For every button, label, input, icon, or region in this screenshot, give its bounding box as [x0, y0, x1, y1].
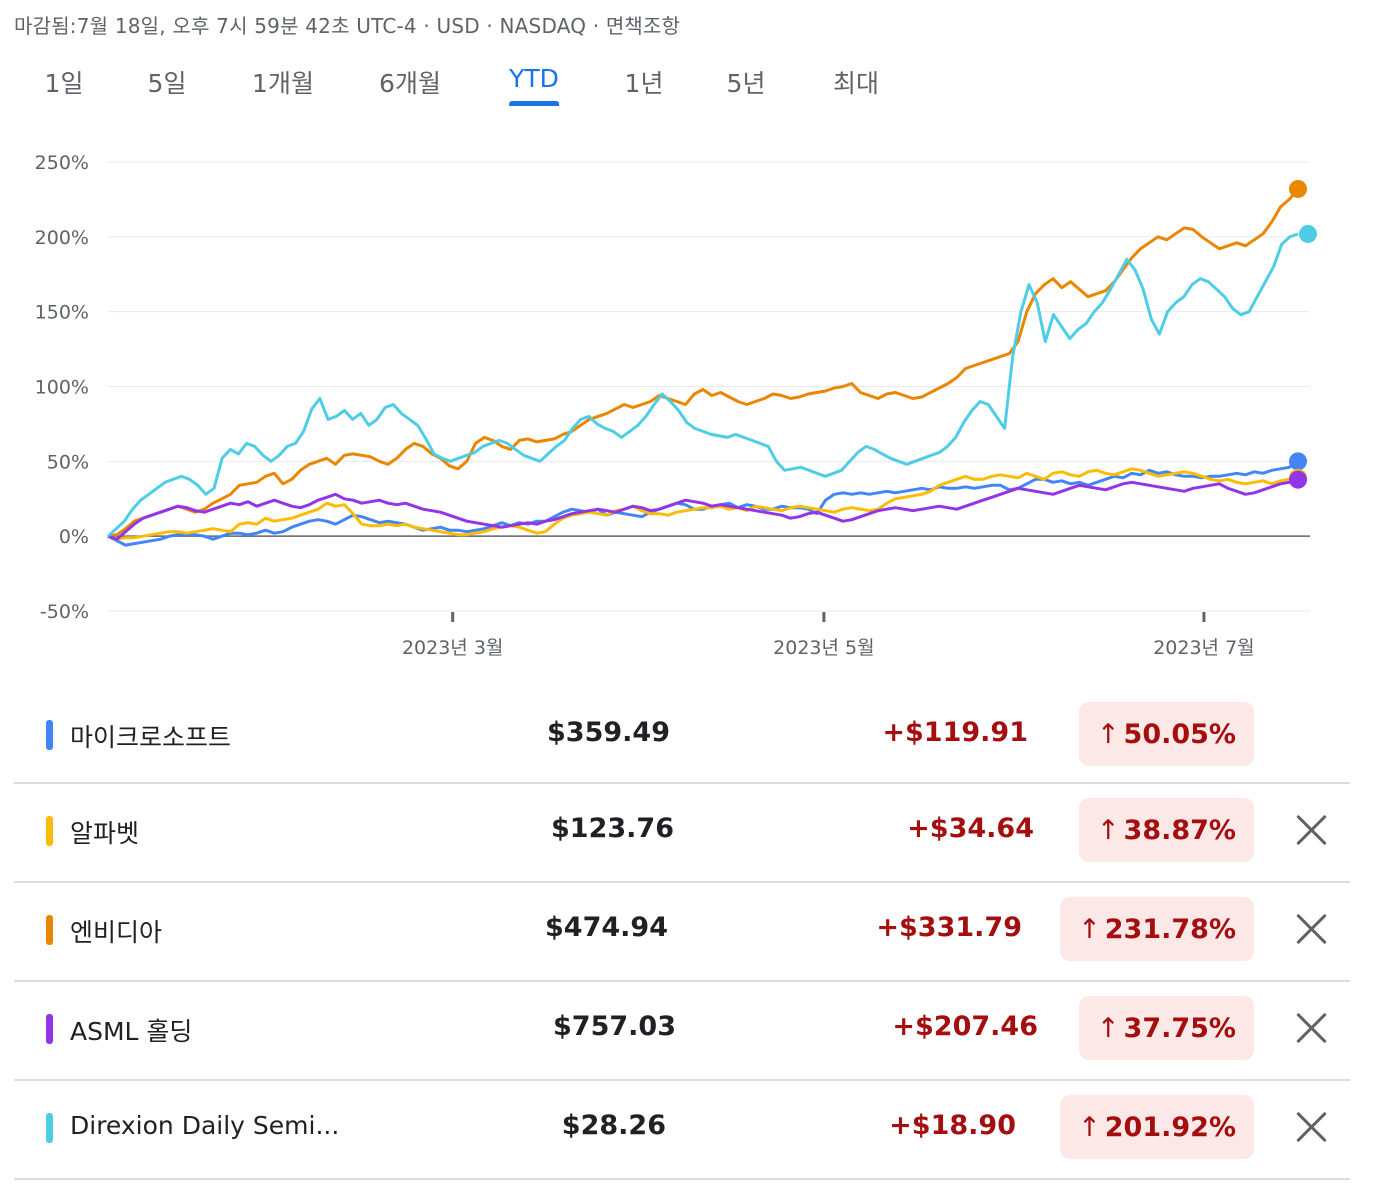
stock-price: $359.49	[547, 717, 670, 748]
list-item[interactable]: Direxion Daily Semi... $28.26 +$18.90 ↑ 2…	[14, 1081, 1350, 1180]
price-chart[interactable]: 250%200%150%100%50%0%-50% 2023년 3월 2023년 …	[0, 130, 1382, 670]
y-tick-label: -50%	[40, 601, 89, 623]
y-tick-label: 0%	[59, 526, 89, 548]
x-tick-label: 2023년 3월	[402, 637, 503, 659]
percent-change-badge: ↑ 201.92%	[1060, 1095, 1254, 1159]
arrow-up-icon: ↑	[1096, 814, 1120, 846]
list-item[interactable]: 마이크로소프트 $359.49 +$119.91 ↑ 50.05%	[14, 688, 1350, 784]
stock-name: 마이크로소프트	[70, 723, 232, 752]
list-item[interactable]: 알파벳 $123.76 +$34.64 ↑ 38.87%	[14, 784, 1350, 883]
chart-y-axis: 250% 200% 150% 100% 50% 0% -50%	[35, 152, 89, 623]
stock-name: 알파벳	[70, 819, 140, 848]
x-tick-label: 2023년 7월	[1153, 637, 1254, 659]
percent-change-badge: ↑ 50.05%	[1078, 702, 1254, 766]
series-end-dot-0	[1289, 452, 1307, 471]
arrow-up-icon: ↑	[1078, 1111, 1101, 1143]
remove-comparison-close-icon[interactable]	[1294, 812, 1330, 848]
stock-price: $123.76	[551, 813, 674, 844]
stock-name: 엔비디아	[70, 918, 163, 947]
stock-price: $757.03	[553, 1011, 676, 1042]
tab-ytd[interactable]: YTD	[509, 64, 559, 106]
stock-change: +$331.79	[876, 912, 1022, 943]
percent-change-badge: ↑ 231.78%	[1060, 897, 1254, 961]
series-line-4	[106, 232, 1299, 538]
stock-change: +$18.90	[889, 1110, 1016, 1141]
y-tick-label: 100%	[35, 377, 89, 399]
x-tick-label: 2023년 5월	[773, 637, 874, 659]
series-color-bar	[46, 915, 53, 945]
chart-x-axis: 2023년 3월 2023년 5월 2023년 7월	[402, 612, 1255, 659]
range-tabs: 1일 5일 1개월 6개월 YTD 1년 5년 최대	[0, 64, 1000, 114]
series-end-dot-3	[1289, 470, 1307, 489]
stock-name: Direxion Daily Semi...	[70, 1111, 340, 1140]
percent-change-badge: ↑ 37.75%	[1078, 996, 1254, 1060]
chart-gridlines	[108, 161, 1310, 612]
tab-1m[interactable]: 1개월	[252, 69, 314, 98]
stock-name: ASML 홀딩	[70, 1017, 193, 1046]
series-line-3	[107, 478, 1299, 541]
series-line-2	[107, 187, 1300, 538]
remove-comparison-close-icon[interactable]	[1294, 911, 1330, 947]
list-item[interactable]: ASML 홀딩 $757.03 +$207.46 ↑ 37.75%	[14, 982, 1350, 1081]
y-tick-label: 150%	[35, 302, 89, 324]
tab-5y[interactable]: 5년	[726, 69, 766, 98]
chart-series	[106, 187, 1300, 547]
tab-1y[interactable]: 1년	[624, 69, 664, 98]
stock-change: +$119.91	[882, 717, 1028, 748]
tab-1d[interactable]: 1일	[44, 69, 84, 98]
list-item[interactable]: 엔비디아 $474.94 +$331.79 ↑ 231.78%	[14, 883, 1350, 982]
remove-comparison-close-icon[interactable]	[1294, 1109, 1330, 1145]
remove-comparison-close-icon[interactable]	[1294, 1010, 1330, 1046]
series-color-bar	[46, 816, 53, 846]
tab-max[interactable]: 최대	[832, 69, 880, 98]
y-tick-label: 50%	[47, 451, 89, 473]
arrow-up-icon: ↑	[1096, 718, 1120, 750]
percent-change-badge: ↑ 38.87%	[1078, 798, 1254, 862]
series-color-bar	[46, 720, 53, 750]
series-line-1	[107, 467, 1299, 541]
y-tick-label: 200%	[35, 227, 89, 249]
stock-price: $474.94	[545, 912, 668, 943]
chart-end-markers	[1289, 179, 1317, 489]
tab-active-indicator	[509, 101, 559, 106]
tab-6m[interactable]: 6개월	[379, 69, 441, 98]
stock-price: $28.26	[561, 1110, 666, 1141]
comparison-list: 마이크로소프트 $359.49 +$119.91 ↑ 50.05% 알파벳 $12…	[14, 688, 1350, 1180]
series-end-dot-4	[1299, 224, 1317, 243]
arrow-up-icon: ↑	[1096, 1012, 1120, 1044]
tab-5d[interactable]: 5일	[147, 69, 187, 98]
series-end-dot-2	[1289, 179, 1307, 198]
arrow-up-icon: ↑	[1078, 913, 1101, 945]
market-status: 마감됨:7월 18일, 오후 7시 59분 42초 UTC-4 · USD · …	[14, 14, 681, 38]
y-tick-label: 250%	[35, 152, 89, 174]
series-color-bar	[46, 1014, 53, 1044]
series-color-bar	[46, 1113, 53, 1143]
stock-change: +$34.64	[907, 813, 1034, 844]
stock-change: +$207.46	[892, 1011, 1038, 1042]
